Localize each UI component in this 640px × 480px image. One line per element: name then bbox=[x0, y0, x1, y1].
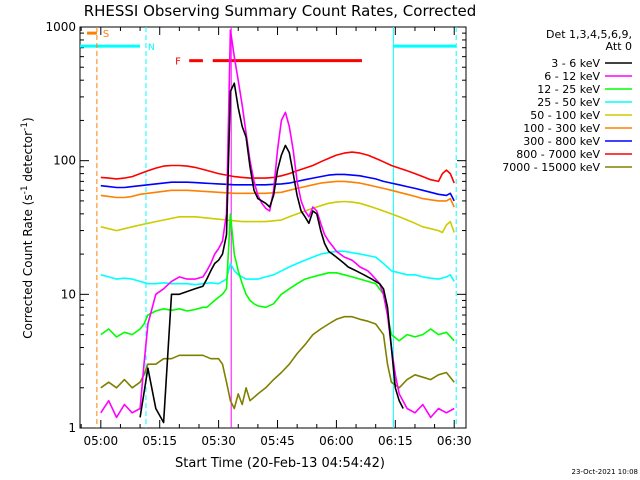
x-tick-label: 05:00 bbox=[84, 434, 119, 448]
x-tick-label: 05:30 bbox=[201, 434, 236, 448]
y-tick-label: 1000 bbox=[45, 20, 76, 34]
y-axis-label-exp1: -1 bbox=[20, 185, 30, 194]
legend-header-line2: Att 0 bbox=[606, 40, 632, 53]
flare-label: F bbox=[175, 57, 181, 68]
series-line bbox=[100, 315, 455, 410]
annotation-bars: N S F bbox=[80, 27, 457, 428]
y-axis-label-main: Corrected Count Rate (s bbox=[21, 194, 35, 338]
series-line bbox=[100, 180, 455, 208]
tick-marks bbox=[80, 26, 466, 429]
legend-entry-label: 7000 - 15000 keV bbox=[502, 161, 600, 174]
x-tick-label: 06:00 bbox=[319, 434, 354, 448]
y-axis-label-mid: detector bbox=[21, 131, 35, 186]
series-line bbox=[100, 250, 455, 286]
legend-entry-label: 50 - 100 keV bbox=[530, 109, 600, 122]
series-lines bbox=[100, 29, 455, 424]
legend-entry-label: 6 - 12 keV bbox=[544, 70, 600, 83]
y-tick-label: 10 bbox=[61, 287, 76, 301]
y-tick-label: 100 bbox=[53, 154, 76, 168]
series-line bbox=[100, 200, 455, 234]
legend-header-line1: Det 1,3,4,5,6,9, bbox=[546, 28, 632, 41]
y-tick-label: 1 bbox=[68, 421, 76, 435]
series-line bbox=[100, 173, 455, 202]
legend-entry-label: 800 - 7000 keV bbox=[516, 148, 600, 161]
legend-entry-label: 25 - 50 keV bbox=[537, 96, 600, 109]
x-tick-label: 06:30 bbox=[437, 434, 472, 448]
series-line bbox=[100, 213, 455, 342]
x-tick-labels: 05:00 05:15 05:30 05:45 06:00 06:15 06:30 bbox=[84, 434, 472, 448]
series-line bbox=[100, 151, 455, 184]
x-tick-label: 06:15 bbox=[378, 434, 413, 448]
legend-entry-label: 3 - 6 keV bbox=[551, 57, 600, 70]
x-tick-label: 05:45 bbox=[260, 434, 295, 448]
x-tick-label: 05:15 bbox=[142, 434, 177, 448]
timestamp: 23-Oct-2021 10:08 bbox=[572, 468, 638, 476]
y-tick-labels: 1 10 100 1000 bbox=[45, 20, 76, 435]
night-label: N bbox=[148, 43, 155, 53]
series-line bbox=[139, 82, 404, 424]
y-axis-label: Corrected Count Rate (s-1 detector-1) bbox=[20, 117, 35, 338]
saa-label: S bbox=[103, 29, 109, 40]
y-axis-label-exp2: -1 bbox=[20, 122, 30, 131]
x-axis-label: Start Time (20-Feb-13 04:54:42) bbox=[175, 456, 385, 471]
series-line bbox=[100, 29, 455, 419]
chart-title: RHESSI Observing Summary Count Rates, Co… bbox=[84, 2, 477, 20]
y-axis-label-end: ) bbox=[21, 117, 35, 122]
plot-frame bbox=[79, 26, 467, 429]
legend-entry-label: 12 - 25 keV bbox=[537, 83, 600, 96]
legend-entry-label: 300 - 800 keV bbox=[523, 135, 600, 148]
legend-entry-label: 100 - 300 keV bbox=[523, 122, 600, 135]
